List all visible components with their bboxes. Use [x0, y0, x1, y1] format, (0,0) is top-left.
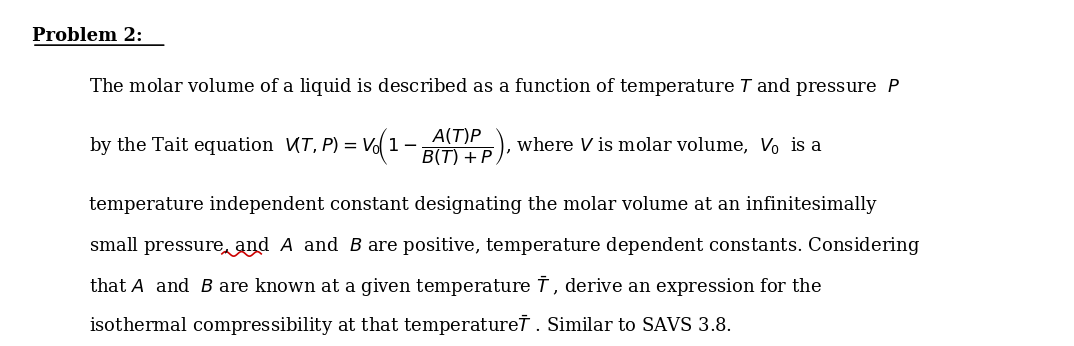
Text: Problem 2:: Problem 2: — [32, 27, 143, 45]
Text: that $\mathit{A}$  and  $\mathit{B}$ are known at a given temperature $\bar{T}$ : that $\mathit{A}$ and $\mathit{B}$ are k… — [89, 274, 822, 299]
Text: small pressure, and  $\mathit{A}$  and  $\mathit{B}$ are positive, temperature d: small pressure, and $\mathit{A}$ and $\m… — [89, 235, 919, 257]
Text: by the Tait equation  $\mathit{V}\!\left(\mathit{T},\mathit{P}\right)=\mathit{V}: by the Tait equation $\mathit{V}\!\left(… — [89, 126, 823, 167]
Text: The molar volume of a liquid is described as a function of temperature $\mathit{: The molar volume of a liquid is describe… — [89, 76, 900, 98]
Text: temperature independent constant designating the molar volume at an infinitesima: temperature independent constant designa… — [89, 196, 876, 214]
Text: isothermal compressibility at that temperature$\bar{T}$ . Similar to SAVS 3.8.: isothermal compressibility at that tempe… — [89, 314, 731, 338]
